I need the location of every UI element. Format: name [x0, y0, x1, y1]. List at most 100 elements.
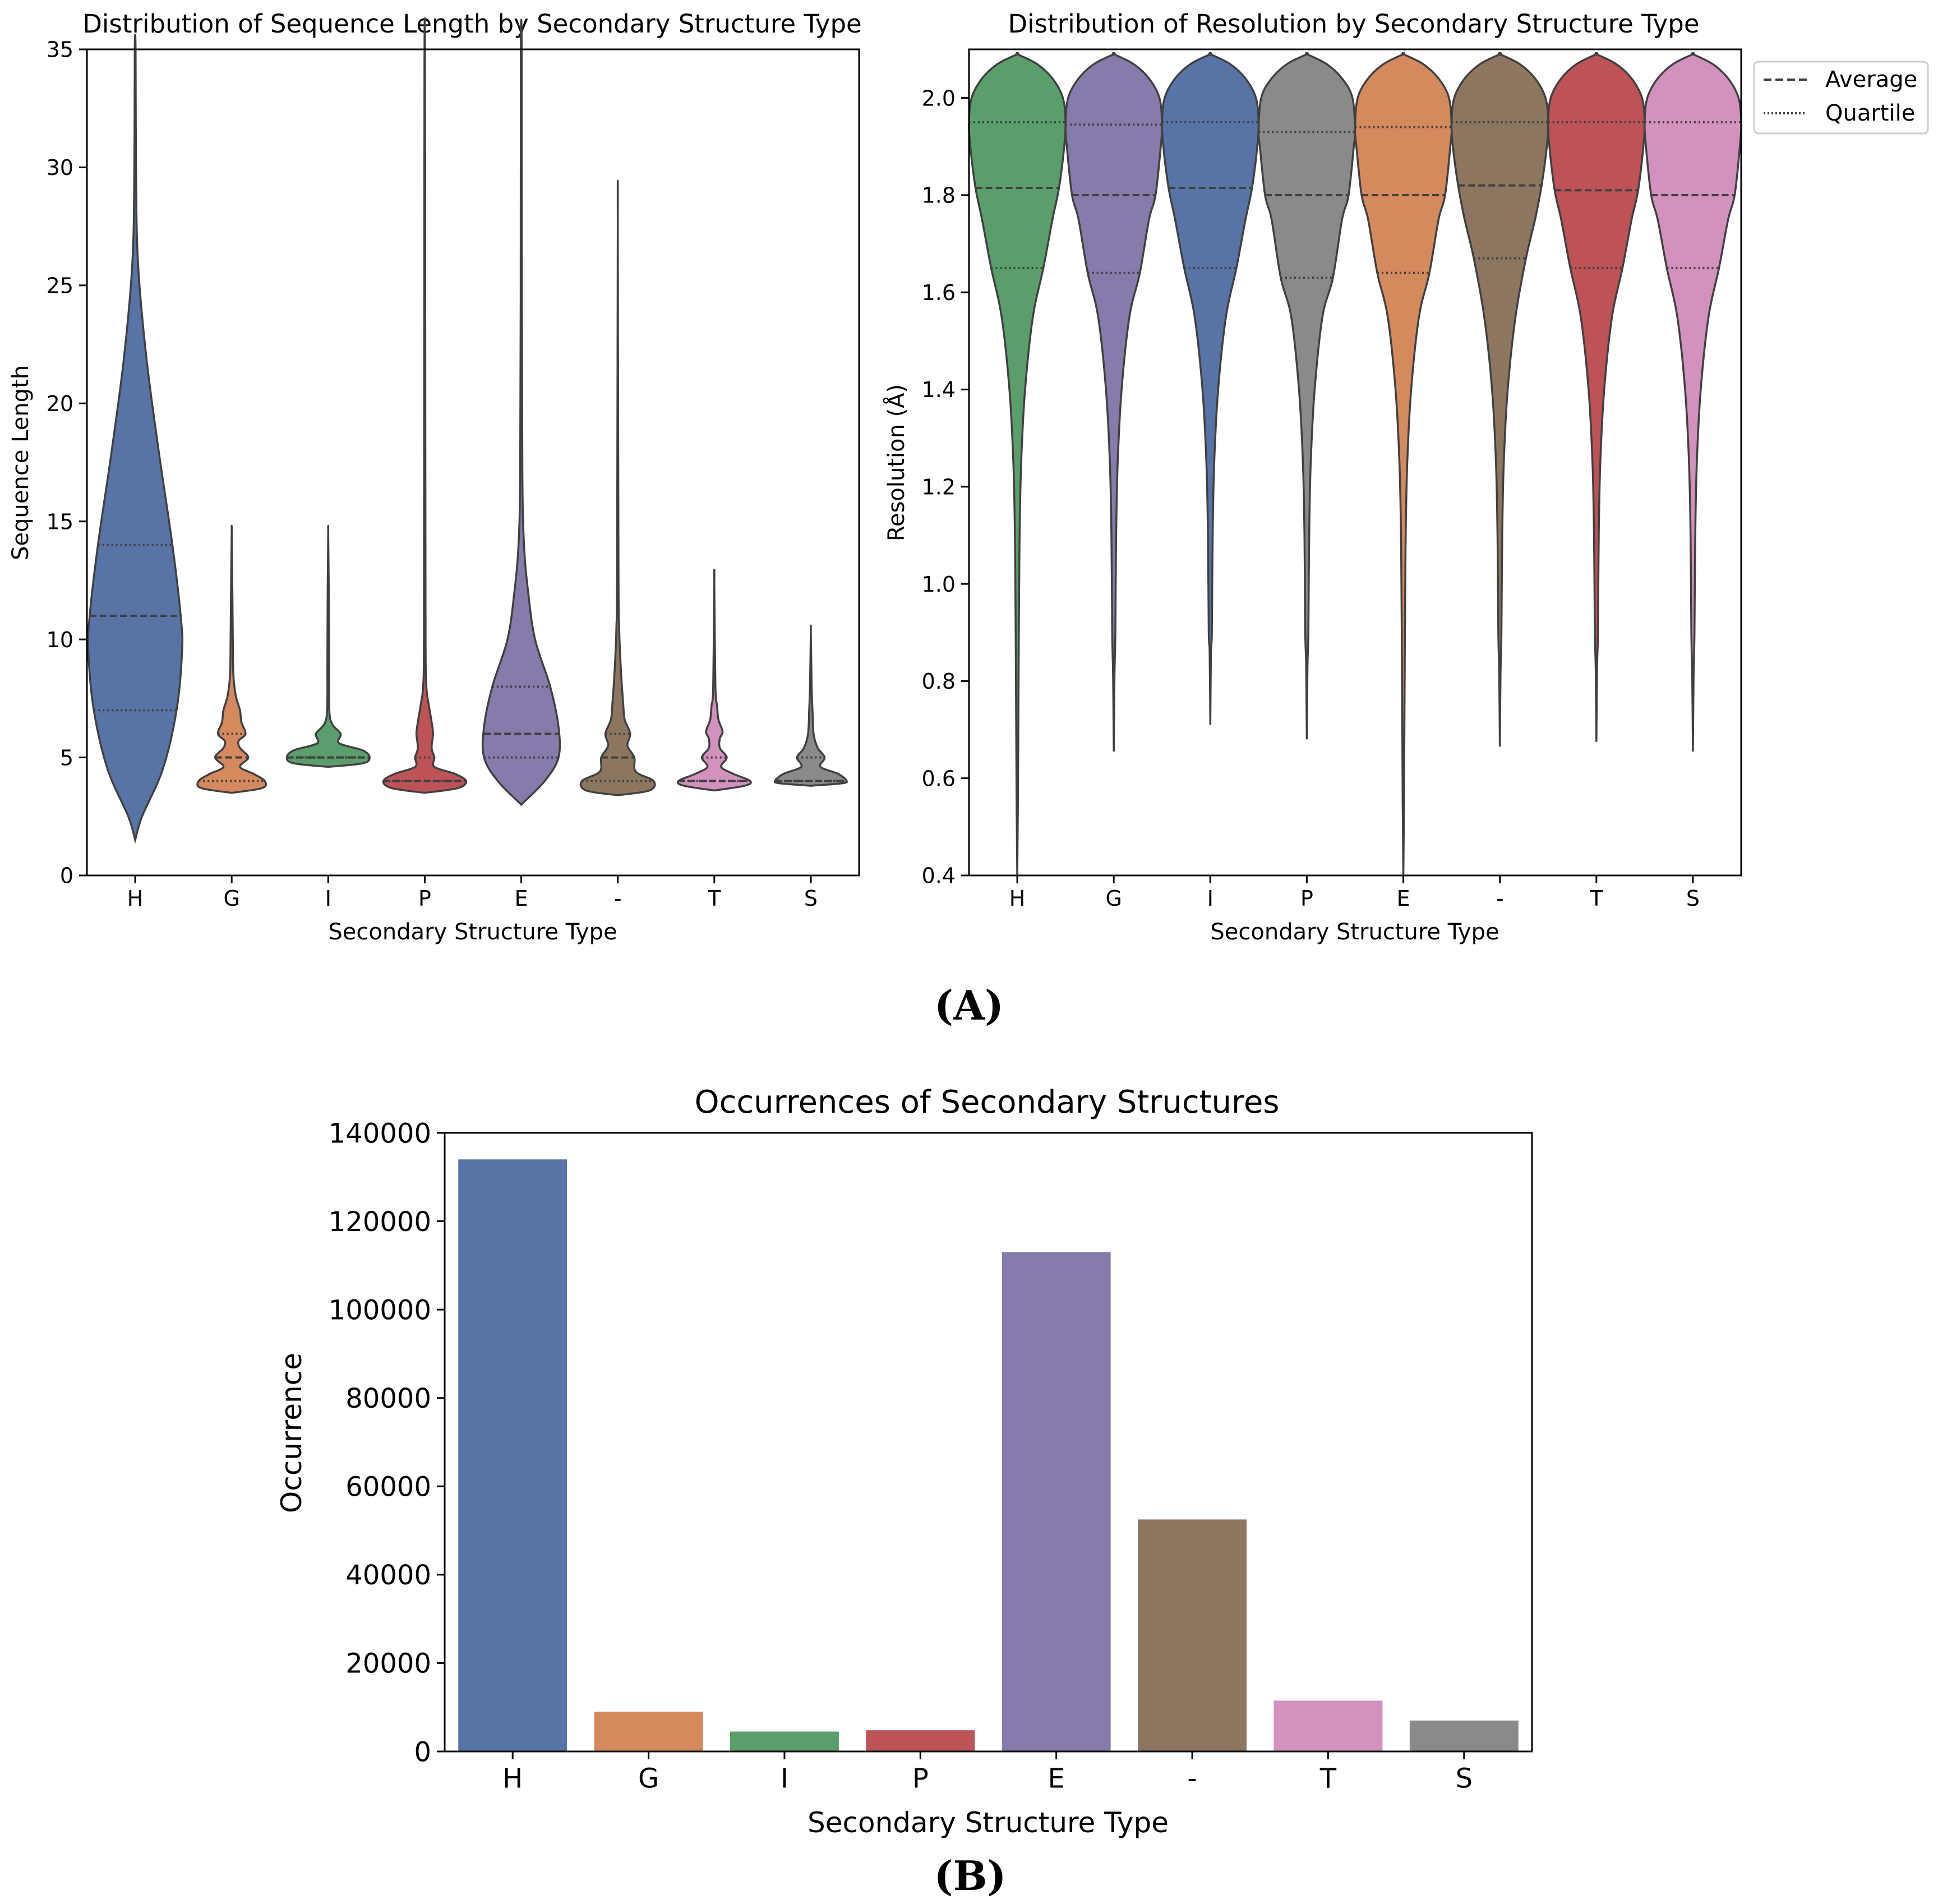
bar-e — [1002, 1252, 1111, 1751]
x-tick-label: G — [1105, 886, 1122, 911]
y-tick-label: 1.0 — [922, 572, 956, 597]
x-tick-label: E — [1397, 886, 1410, 911]
x-tick-label: - — [1496, 886, 1504, 911]
violin-body — [1547, 52, 1646, 742]
y-tick-label: 100000 — [329, 1294, 431, 1326]
legend: Average Quartile — [1753, 61, 1929, 135]
y-tick-label: 0.6 — [922, 766, 956, 791]
y-axis-label: Resolution (Å) — [883, 384, 910, 541]
y-tick-label: 5 — [60, 745, 73, 770]
occurrences-bar-chart: Occurrences of Secondary Structures 0 200… — [275, 1084, 1533, 1839]
legend-average-label: Average — [1825, 67, 1917, 93]
bars — [458, 1159, 1519, 1751]
violin-i — [285, 524, 371, 768]
bar-p — [866, 1730, 975, 1751]
violin-p — [1257, 52, 1356, 740]
y-tick-label: 1.2 — [922, 475, 956, 500]
x-tick-label: E — [515, 886, 528, 911]
y-tick-label: 20000 — [345, 1648, 431, 1680]
y-tick-label: 80000 — [345, 1383, 431, 1414]
violin-body — [1354, 52, 1453, 876]
y-axis-label: Occurrence — [275, 1353, 308, 1513]
x-axis-label: Secondary Structure Type — [807, 1806, 1169, 1839]
violin-t — [676, 569, 752, 792]
bar-h — [458, 1159, 567, 1751]
y-tick-label: 20 — [47, 391, 73, 416]
sequence-length-violin-chart: Distribution of Sequence Length by Secon… — [8, 9, 862, 945]
y-tick-label: 0.8 — [922, 669, 956, 694]
x-tick-label: I — [781, 1763, 788, 1794]
x-axis-label: Secondary Structure Type — [1210, 919, 1499, 945]
violin-body — [382, 17, 468, 794]
y-tick-label: 1.4 — [922, 377, 956, 402]
y-tick-label: 25 — [47, 274, 73, 298]
violin-body — [1450, 52, 1549, 747]
x-tick-label: - — [614, 886, 622, 911]
violins — [87, 17, 848, 844]
violin-h — [87, 34, 183, 844]
plot-frame — [968, 48, 1742, 877]
x-tick-label: - — [1187, 1763, 1197, 1794]
violins — [968, 52, 1742, 876]
bar-s — [1409, 1720, 1519, 1751]
violin-body — [1064, 52, 1164, 752]
x-tick-label: I — [325, 886, 331, 911]
x-tick-label: E — [1048, 1763, 1065, 1794]
x-tick-label: H — [502, 1763, 523, 1794]
x-tick-label: G — [223, 886, 239, 911]
bar-i — [730, 1731, 839, 1751]
chart-title: Distribution of Resolution by Secondary … — [1008, 9, 1699, 39]
violin-s — [1644, 52, 1742, 752]
x-axis-label: Secondary Structure Type — [328, 919, 617, 945]
panel-label-b: (B) — [934, 1852, 1007, 1900]
y-axis: 0 5 10 15 20 25 30 35 — [47, 38, 87, 888]
x-tick-label: P — [418, 886, 431, 911]
x-tick-label: H — [127, 886, 144, 911]
violin-g — [196, 524, 267, 794]
panel-label-a: (A) — [934, 981, 1004, 1029]
violin-body — [196, 524, 267, 794]
legend-frame — [1753, 61, 1929, 135]
violin-e — [1354, 52, 1453, 876]
resolution-violin-chart: Distribution of Resolution by Secondary … — [883, 9, 1929, 945]
y-tick-label: 0 — [414, 1736, 431, 1768]
y-tick-label: 2.0 — [922, 86, 956, 110]
x-tick-label: S — [1686, 886, 1700, 911]
violin-body — [968, 52, 1067, 876]
violin-body — [1644, 52, 1742, 752]
x-tick-label: I — [1207, 886, 1213, 911]
violin-t — [1547, 52, 1646, 742]
violin-dash — [579, 180, 656, 796]
plot-frame — [444, 1132, 1533, 1753]
y-tick-label: 60000 — [345, 1472, 431, 1503]
y-tick-label: 140000 — [329, 1118, 431, 1149]
x-tick-label: T — [1319, 1763, 1337, 1794]
y-tick-label: 0 — [60, 864, 73, 888]
x-tick-label: S — [1456, 1763, 1473, 1794]
chart-title: Occurrences of Secondary Structures — [695, 1084, 1280, 1121]
y-tick-label: 35 — [47, 38, 73, 62]
x-tick-label: H — [1009, 886, 1026, 911]
y-tick-label: 120000 — [329, 1206, 431, 1238]
violin-p — [382, 17, 468, 794]
x-tick-label: S — [804, 886, 818, 911]
violin-h — [968, 52, 1067, 876]
plot-frame — [86, 48, 860, 877]
violin-body — [676, 569, 752, 792]
y-tick-label: 15 — [47, 509, 73, 534]
violin-body — [773, 624, 848, 787]
x-tick-label: T — [707, 886, 721, 911]
bar-dash — [1138, 1519, 1247, 1751]
y-tick-label: 10 — [47, 628, 73, 652]
violin-g — [1064, 52, 1164, 752]
violin-s — [773, 624, 848, 787]
violin-dash — [1450, 52, 1549, 747]
bar-t — [1273, 1700, 1383, 1751]
violin-body — [285, 524, 371, 768]
y-tick-label: 0.4 — [922, 864, 956, 888]
y-tick-label: 1.6 — [922, 280, 956, 305]
y-tick-label: 30 — [47, 155, 73, 180]
